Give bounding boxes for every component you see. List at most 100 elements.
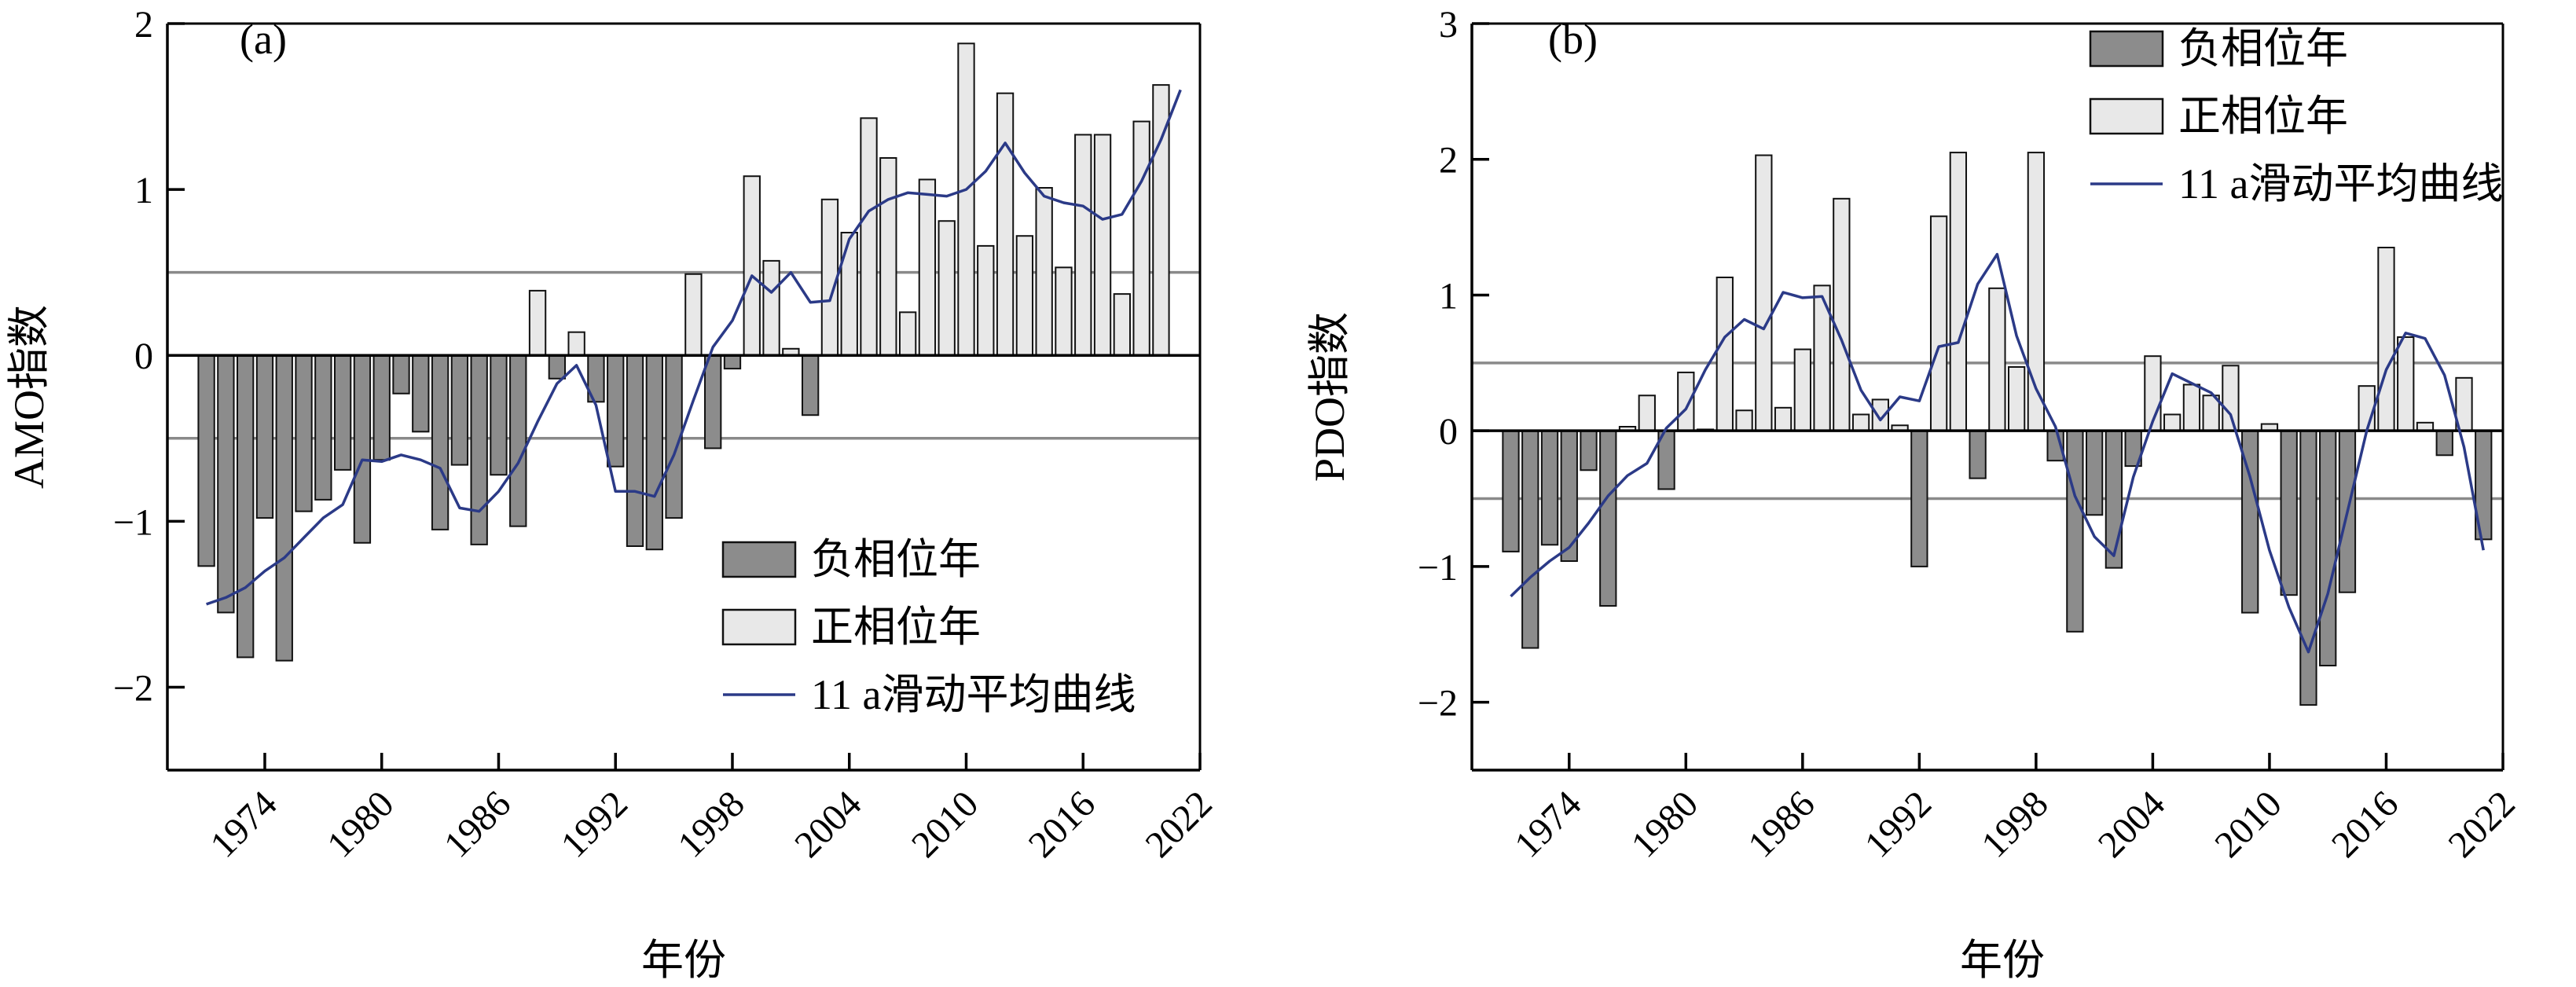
negative-phase-bar-2000	[2066, 430, 2084, 633]
positive-phase-bar-2018	[1113, 293, 1131, 357]
negative-phase-bar-1992	[1910, 430, 1928, 567]
panel-label: (b)	[1548, 16, 1598, 63]
negative-phase-bar-1989	[548, 354, 567, 380]
panel-a-amo-chart: −2 −1 0 1 2 1974 1980 1986 1992 1998 2004 2010 2016 2…	[6, 4, 1220, 984]
negative-phase-bar-2011	[2280, 430, 2298, 596]
negative-phase-bar-2002	[801, 354, 820, 416]
positive-phase-bar-1996	[684, 273, 703, 357]
negative-phase-bar-1974	[255, 354, 274, 519]
x-tick-label: 1980	[319, 783, 402, 865]
negative-phase-bar-2013	[2319, 430, 2337, 666]
y-axis-title: PDO指数	[1306, 312, 1353, 482]
x-tick-label: 2022	[1137, 783, 1220, 865]
x-axis-title: 年份	[641, 937, 726, 984]
positive-phase-bar-2011	[977, 244, 995, 357]
negative-phase-bar-1993	[626, 354, 644, 547]
negative-phase-bar-1976	[295, 354, 313, 512]
moving-average-line	[206, 89, 1182, 606]
positive-phase-bar-1980	[1677, 371, 1695, 432]
y-tick-label: −2	[1418, 683, 1458, 725]
positive-phase-bar-1988	[1833, 197, 1851, 432]
positive-phase-bar-1978	[1638, 394, 1656, 432]
negative-phase-bar-2002	[2104, 430, 2123, 569]
positive-phase-bar-1989	[1851, 413, 1870, 432]
legend-label-positive: 正相位年	[811, 604, 981, 651]
positive-phase-bar-2009	[938, 220, 956, 357]
negative-phase-bar-1973	[1540, 430, 1559, 546]
legend-label-positive: 正相位年	[2178, 93, 2348, 140]
negative-phase-bar-1986	[490, 354, 508, 476]
y-tick-label: 0	[134, 336, 153, 377]
negative-phase-bar-1995	[1969, 430, 1987, 479]
positive-phase-bar-2014	[1035, 187, 1053, 357]
y-tick-label: −1	[1418, 547, 1458, 589]
positive-phase-bar-2012	[996, 92, 1015, 357]
positive-phase-bar-1985	[1774, 406, 1793, 432]
positive-phase-bar-2016	[2377, 247, 2395, 432]
y-tick-label: 2	[1439, 140, 1458, 182]
x-tick-label: 1986	[1740, 783, 1822, 865]
y-tick-label: 2	[134, 4, 153, 46]
y-tick-label: 1	[1439, 275, 1458, 317]
panel-b-pdo-chart: −2 −1 0 1 2 3 1974 1980 1986 1992 1998 2004 2010 2016…	[1306, 4, 2523, 984]
positive-phase-bar-1988	[528, 289, 547, 357]
negative-phase-bar-1985	[470, 354, 488, 545]
negative-phase-bar-1998	[723, 354, 742, 370]
negative-phase-bar-1975	[1580, 430, 1598, 471]
positive-phase-bar-2015	[1055, 266, 1073, 357]
positive-phase-bar-2013	[1015, 235, 1034, 357]
negative-phase-bar-1972	[217, 354, 235, 614]
y-tick-label: 3	[1439, 4, 1458, 46]
positive-phase-bar-2017	[1093, 134, 1112, 357]
legend-label-negative: 负相位年	[811, 536, 981, 583]
x-tick-label: 2016	[2324, 783, 2406, 865]
x-tick-label: 2022	[2440, 783, 2523, 865]
x-tick-label: 2004	[787, 783, 869, 865]
x-tick-label: 2004	[2090, 783, 2173, 865]
x-tick-label: 2010	[2207, 783, 2289, 865]
x-tick-label: 1974	[202, 783, 284, 865]
positive-phase-bar-2005	[860, 117, 878, 357]
negative-phase-bar-1978	[333, 354, 352, 471]
positive-phase-bar-2003	[820, 198, 839, 357]
negative-phase-bar-1994	[645, 354, 663, 551]
positive-phase-bar-2007	[898, 311, 917, 357]
positive-phase-bar-1999	[743, 175, 761, 357]
legend-label-moving-average: 11 a滑动平均曲线	[811, 671, 1136, 718]
y-tick-label: −2	[113, 667, 153, 709]
positive-phase-bar-1996	[1988, 287, 2006, 432]
negative-phase-bar-1983	[431, 354, 450, 530]
x-tick-label: 2010	[904, 783, 986, 865]
positive-phase-bar-1983	[1735, 409, 1753, 432]
negative-phase-bar-1984	[450, 354, 469, 466]
negative-phase-bar-1980	[372, 354, 391, 461]
negative-phase-bar-1982	[412, 354, 430, 433]
x-tick-label: 1998	[670, 783, 752, 865]
y-tick-label: −1	[113, 501, 153, 543]
panel-label: (a)	[240, 16, 287, 63]
positive-phase-bar-2006	[2182, 383, 2201, 432]
negative-phase-bar-2001	[2086, 430, 2104, 516]
positive-phase-bar-1986	[1793, 348, 1811, 432]
legend-swatch-positive	[721, 608, 797, 646]
negative-phase-bar-1971	[197, 354, 215, 567]
positive-phase-bar-2008	[2222, 365, 2240, 432]
y-axis-title: AMO指数	[6, 305, 53, 489]
positive-phase-bar-2005	[2163, 413, 2182, 432]
legend-label-negative: 负相位年	[2178, 25, 2348, 72]
x-tick-label: 1992	[1857, 783, 1939, 865]
x-tick-label: 1980	[1624, 783, 1706, 865]
negative-phase-bar-1979	[353, 354, 372, 544]
negative-phase-bar-1971	[1502, 430, 1520, 552]
positive-phase-bar-2016	[1074, 134, 1092, 357]
x-tick-label: 1998	[1973, 783, 2056, 865]
negative-phase-bar-1997	[704, 354, 722, 449]
legend-label-moving-average: 11 a滑动平均曲线	[2178, 160, 2503, 207]
positive-phase-bar-1993	[1929, 215, 1948, 432]
negative-phase-bar-1976	[1599, 430, 1617, 607]
negative-phase-bar-1972	[1521, 430, 1539, 649]
positive-phase-bar-2019	[1132, 120, 1150, 357]
